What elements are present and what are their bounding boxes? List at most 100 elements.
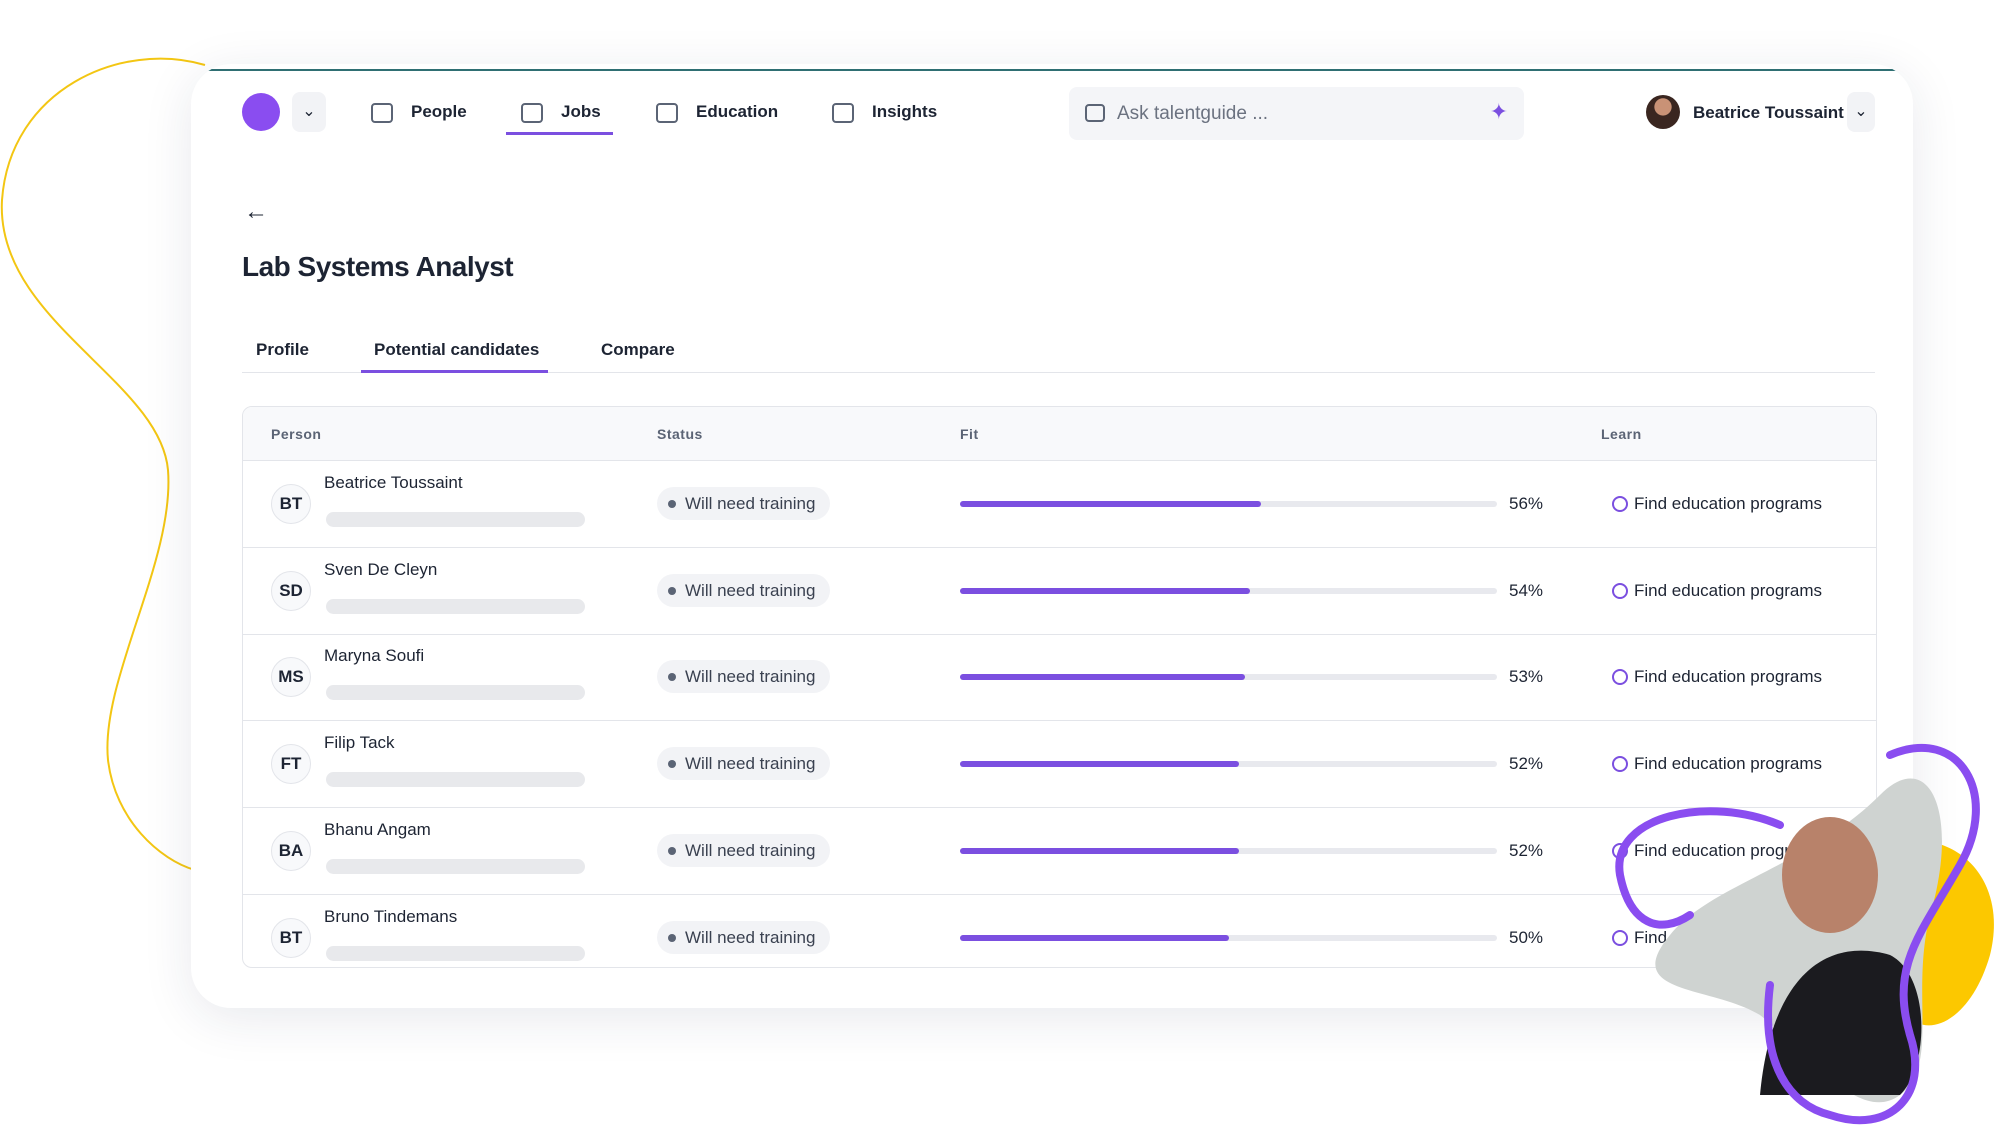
learn-link[interactable]: Find education programs bbox=[1634, 840, 1823, 860]
status-pill: Will need training bbox=[657, 573, 830, 607]
yellow-curve bbox=[0, 57, 206, 871]
tab-underline bbox=[361, 370, 548, 373]
status-text: Will need training bbox=[685, 754, 816, 774]
row-divider bbox=[243, 547, 1876, 548]
avatar-initials: SD bbox=[271, 570, 311, 611]
status-pill: Will need training bbox=[657, 487, 830, 520]
status-pill: Will need training bbox=[657, 747, 830, 781]
placeholder-bar bbox=[326, 772, 585, 788]
person-name[interactable]: Filip Tack bbox=[324, 733, 395, 753]
row-divider bbox=[243, 893, 1876, 895]
tab[interactable]: Compare bbox=[601, 340, 675, 359]
learn-icon bbox=[1612, 582, 1628, 599]
fit-label: 52% bbox=[1509, 754, 1544, 774]
placeholder-bar bbox=[326, 512, 585, 527]
row-divider bbox=[243, 633, 1876, 635]
person-name[interactable]: Bruno Tindemans bbox=[324, 906, 458, 926]
nav-underline bbox=[506, 132, 613, 135]
learn-link[interactable]: Find education programs bbox=[1634, 580, 1823, 600]
learn-link[interactable]: Find education programs bbox=[1634, 754, 1823, 774]
fit-bar bbox=[960, 934, 1229, 941]
logo-menu[interactable]: ⌄ bbox=[292, 92, 326, 132]
nav-icon bbox=[521, 103, 543, 123]
placeholder-bar bbox=[326, 945, 585, 961]
learn-link[interactable]: Find education programs bbox=[1634, 494, 1823, 513]
avatar-initials: BA bbox=[271, 830, 311, 871]
fit-label: 50% bbox=[1509, 927, 1544, 947]
nav-icon bbox=[656, 103, 678, 123]
status-dot bbox=[668, 933, 676, 942]
learn-link[interactable]: Find education programs bbox=[1634, 667, 1823, 687]
status-text: Will need training bbox=[685, 667, 816, 687]
nav-item[interactable]: People bbox=[411, 102, 467, 121]
search-box[interactable]: Ask talentguide ... ✦ bbox=[1069, 87, 1524, 140]
page-title: Lab Systems Analyst bbox=[242, 251, 514, 282]
learn-icon bbox=[1612, 756, 1628, 773]
learn-icon bbox=[1612, 929, 1628, 946]
avatar-initials: BT bbox=[271, 917, 311, 958]
logo[interactable] bbox=[242, 93, 280, 131]
fit-bar bbox=[960, 847, 1240, 854]
learn-icon bbox=[1612, 496, 1628, 512]
nav-icon bbox=[371, 103, 393, 123]
table-header-bg bbox=[243, 407, 1876, 461]
tab[interactable]: Profile bbox=[256, 340, 309, 359]
tabs-divider bbox=[242, 372, 1875, 373]
photo-face bbox=[1782, 817, 1878, 933]
user-menu[interactable]: ⌄ bbox=[1847, 92, 1875, 132]
fit-label: 53% bbox=[1509, 667, 1544, 687]
tab[interactable]: Potential candidates bbox=[374, 340, 540, 359]
fit-bar bbox=[960, 761, 1240, 768]
column-header: Person bbox=[271, 426, 322, 442]
fit-label: 52% bbox=[1509, 840, 1544, 860]
status-pill: Will need training bbox=[657, 660, 830, 694]
purple-curve bbox=[1615, 744, 1980, 1125]
status-dot bbox=[668, 500, 676, 508]
status-dot bbox=[668, 673, 676, 682]
learn-icon bbox=[1612, 669, 1628, 686]
avatar-initials: MS bbox=[271, 657, 311, 698]
column-header: Status bbox=[657, 426, 703, 442]
placeholder-bar bbox=[326, 685, 585, 701]
fit-bar bbox=[960, 674, 1245, 681]
placeholder-bar bbox=[326, 598, 585, 614]
decor-photo bbox=[1615, 744, 1994, 1125]
avatar-initials: BT bbox=[271, 484, 311, 524]
status-dot bbox=[668, 586, 676, 595]
nav-icon bbox=[832, 103, 854, 123]
status-dot bbox=[668, 760, 676, 769]
search-icon bbox=[1085, 104, 1105, 122]
photo-body bbox=[1760, 950, 1922, 1095]
fit-bar bbox=[960, 587, 1250, 594]
search-placeholder: Ask talentguide ... bbox=[1117, 103, 1269, 124]
user-name: Beatrice Toussaint bbox=[1693, 103, 1844, 122]
column-header: Fit bbox=[960, 426, 979, 442]
person-name[interactable]: Maryna Soufi bbox=[324, 646, 425, 666]
fit-label: 54% bbox=[1509, 580, 1544, 600]
row-divider bbox=[243, 807, 1876, 809]
column-header: Learn bbox=[1601, 426, 1642, 442]
table: Person Status Fit Learn BT Beatrice Toussaint… bbox=[242, 406, 1877, 968]
back-button[interactable]: ← bbox=[244, 198, 268, 225]
person-name[interactable]: Bhanu Angam bbox=[324, 819, 431, 839]
status-pill: Will need training bbox=[657, 920, 830, 954]
status-dot bbox=[668, 846, 676, 855]
ai-sparkle: ✦ bbox=[1489, 99, 1508, 124]
person-name[interactable]: Sven De Cleyn bbox=[324, 559, 438, 579]
person-name[interactable]: Beatrice Toussaint bbox=[324, 473, 463, 492]
fit-label: 56% bbox=[1509, 494, 1544, 513]
status-text: Will need training bbox=[685, 580, 816, 600]
nav-item[interactable]: Jobs bbox=[561, 102, 601, 121]
status-pill: Will need training bbox=[657, 833, 830, 867]
status-text: Will need training bbox=[685, 927, 816, 947]
placeholder-bar bbox=[326, 858, 585, 874]
status-text: Will need training bbox=[685, 840, 816, 860]
user-avatar bbox=[1646, 95, 1680, 129]
nav-item[interactable]: Insights bbox=[872, 102, 938, 121]
avatar-initials: FT bbox=[271, 744, 311, 785]
status-text: Will need training bbox=[685, 494, 816, 513]
nav-item[interactable]: Education bbox=[696, 102, 779, 121]
